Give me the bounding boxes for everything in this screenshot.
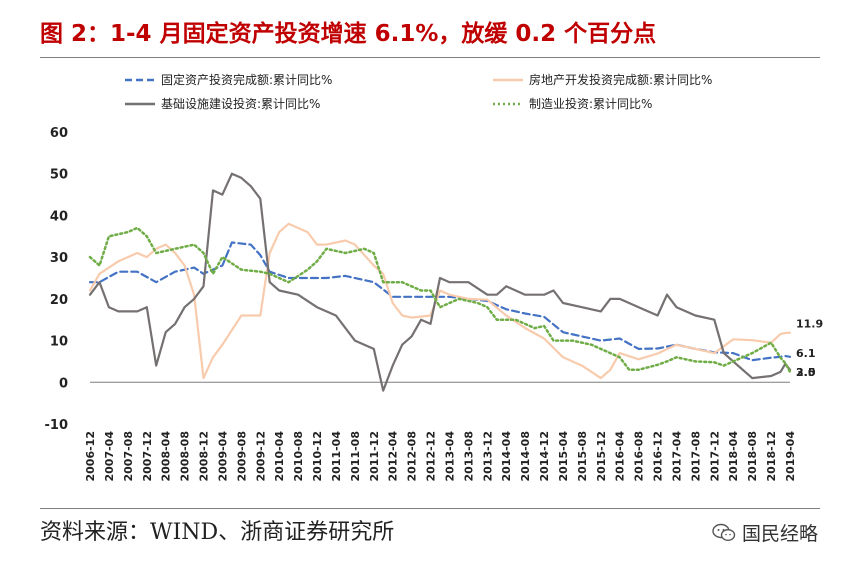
x-tick-label: 2018-04 <box>727 431 740 482</box>
legend-label: 房地产开发投资完成额:累计同比% <box>529 72 712 87</box>
wechat-icon <box>712 523 736 541</box>
x-tick-label: 2016-12 <box>652 431 665 482</box>
bottom-divider <box>40 508 820 509</box>
end-value-label: 2.5 <box>796 366 816 379</box>
x-tick-label: 2010-04 <box>273 431 286 482</box>
x-tick-label: 2011-04 <box>330 431 343 482</box>
series-line-2 <box>88 222 792 380</box>
chart-legend: 固定资产投资完成额:累计同比% 房地产开发投资完成额:累计同比% 基础设施建设投资:… <box>125 72 712 111</box>
x-tick-label: 2011-08 <box>349 431 362 482</box>
series-layer <box>88 172 792 392</box>
page-title: 图 2：1-4 月固定资产投资增速 6.1%，放缓 0.2 个百分点 <box>40 21 657 47</box>
x-tick-label: 2012-12 <box>425 431 438 482</box>
y-tick-label: -10 <box>45 418 69 433</box>
x-tick-label: 2015-12 <box>595 431 608 482</box>
y-tick-label: 20 <box>50 293 68 308</box>
x-tick-label: 2006-12 <box>84 431 97 482</box>
end-value-label: 11.9 <box>796 318 823 331</box>
legend-label: 制造业投资:累计同比% <box>529 96 652 111</box>
legend-label: 基础设施建设投资:累计同比% <box>161 96 320 111</box>
x-tick-label: 2007-04 <box>103 431 116 482</box>
y-tick-label: 0 <box>59 376 68 391</box>
x-tick-label: 2017-08 <box>689 431 702 482</box>
x-tick-label: 2011-12 <box>368 431 381 482</box>
brand-mark: 国民经略 <box>712 519 818 546</box>
y-tick-label: 50 <box>50 168 68 183</box>
top-divider <box>40 57 820 58</box>
x-tick-label: 2013-04 <box>443 431 456 482</box>
line-chart: 固定资产投资完成额:累计同比% 房地产开发投资完成额:累计同比% 基础设施建设投资:… <box>45 72 824 482</box>
source-note: 资料来源：WIND、浙商证券研究所 <box>40 520 395 545</box>
x-tick-label: 2019-04 <box>784 431 797 482</box>
x-tick-label: 2009-04 <box>216 431 229 482</box>
legend-label: 固定资产投资完成额:累计同比% <box>161 72 332 87</box>
x-tick-label: 2014-08 <box>519 431 532 482</box>
x-tick-label: 2008-04 <box>160 431 173 482</box>
x-tick-label: 2014-12 <box>538 431 551 482</box>
y-tick-label: 30 <box>50 251 68 266</box>
x-tick-label: 2013-08 <box>462 431 475 482</box>
x-tick-label: 2014-04 <box>500 431 513 482</box>
end-value-label: 6.1 <box>796 347 816 360</box>
x-tick-label: 2013-12 <box>481 431 494 482</box>
x-tick-label: 2008-12 <box>198 431 211 482</box>
y-tick-label: 60 <box>50 126 68 141</box>
x-tick-label: 2008-08 <box>179 431 192 482</box>
x-tick-label: 2017-12 <box>708 431 721 482</box>
x-tick-label: 2012-08 <box>406 431 419 482</box>
series-line-3 <box>88 172 792 392</box>
x-tick-label: 2007-12 <box>141 431 154 482</box>
series-line-4 <box>88 226 792 374</box>
x-tick-label: 2015-04 <box>557 431 570 482</box>
x-tick-label: 2018-08 <box>746 431 759 482</box>
x-tick-label: 2017-04 <box>670 431 683 482</box>
x-tick-label: 2016-04 <box>614 431 627 482</box>
x-tick-label: 2016-08 <box>633 431 646 482</box>
x-tick-label: 2009-08 <box>235 431 248 482</box>
x-tick-label: 2015-08 <box>576 431 589 482</box>
y-tick-label: 10 <box>50 335 68 350</box>
x-tick-label: 2009-12 <box>254 431 267 482</box>
x-tick-label: 2007-08 <box>122 431 135 482</box>
y-tick-label: 40 <box>50 209 68 224</box>
x-tick-label: 2010-12 <box>311 431 324 482</box>
x-axis: 2006-12 2007-04 2007-08 2007-12 2008-04 2008-… <box>84 381 797 482</box>
y-axis: -10 0 10 20 30 40 50 60 <box>45 126 69 433</box>
x-tick-label: 2012-04 <box>387 431 400 482</box>
end-value-label: 3.0 <box>796 366 816 379</box>
end-labels: 11.9 6.1 2.53.0 <box>796 318 823 379</box>
brand-name: 国民经略 <box>742 523 819 545</box>
x-tick-label: 2018-12 <box>765 431 778 482</box>
x-tick-label: 2010-08 <box>292 431 305 482</box>
